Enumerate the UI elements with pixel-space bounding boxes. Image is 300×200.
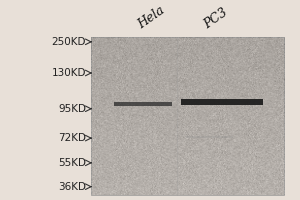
Text: 130KD: 130KD — [52, 68, 86, 78]
Text: 72KD: 72KD — [58, 133, 86, 143]
Text: Hela: Hela — [136, 4, 167, 32]
Bar — [186, 136, 233, 138]
Text: 36KD: 36KD — [58, 182, 86, 192]
Bar — [181, 99, 263, 105]
Bar — [114, 102, 172, 106]
Text: 55KD: 55KD — [58, 158, 86, 168]
Bar — [91, 37, 284, 195]
Text: 95KD: 95KD — [58, 104, 86, 114]
Text: 250KD: 250KD — [52, 37, 86, 47]
Text: PC3: PC3 — [201, 6, 230, 32]
